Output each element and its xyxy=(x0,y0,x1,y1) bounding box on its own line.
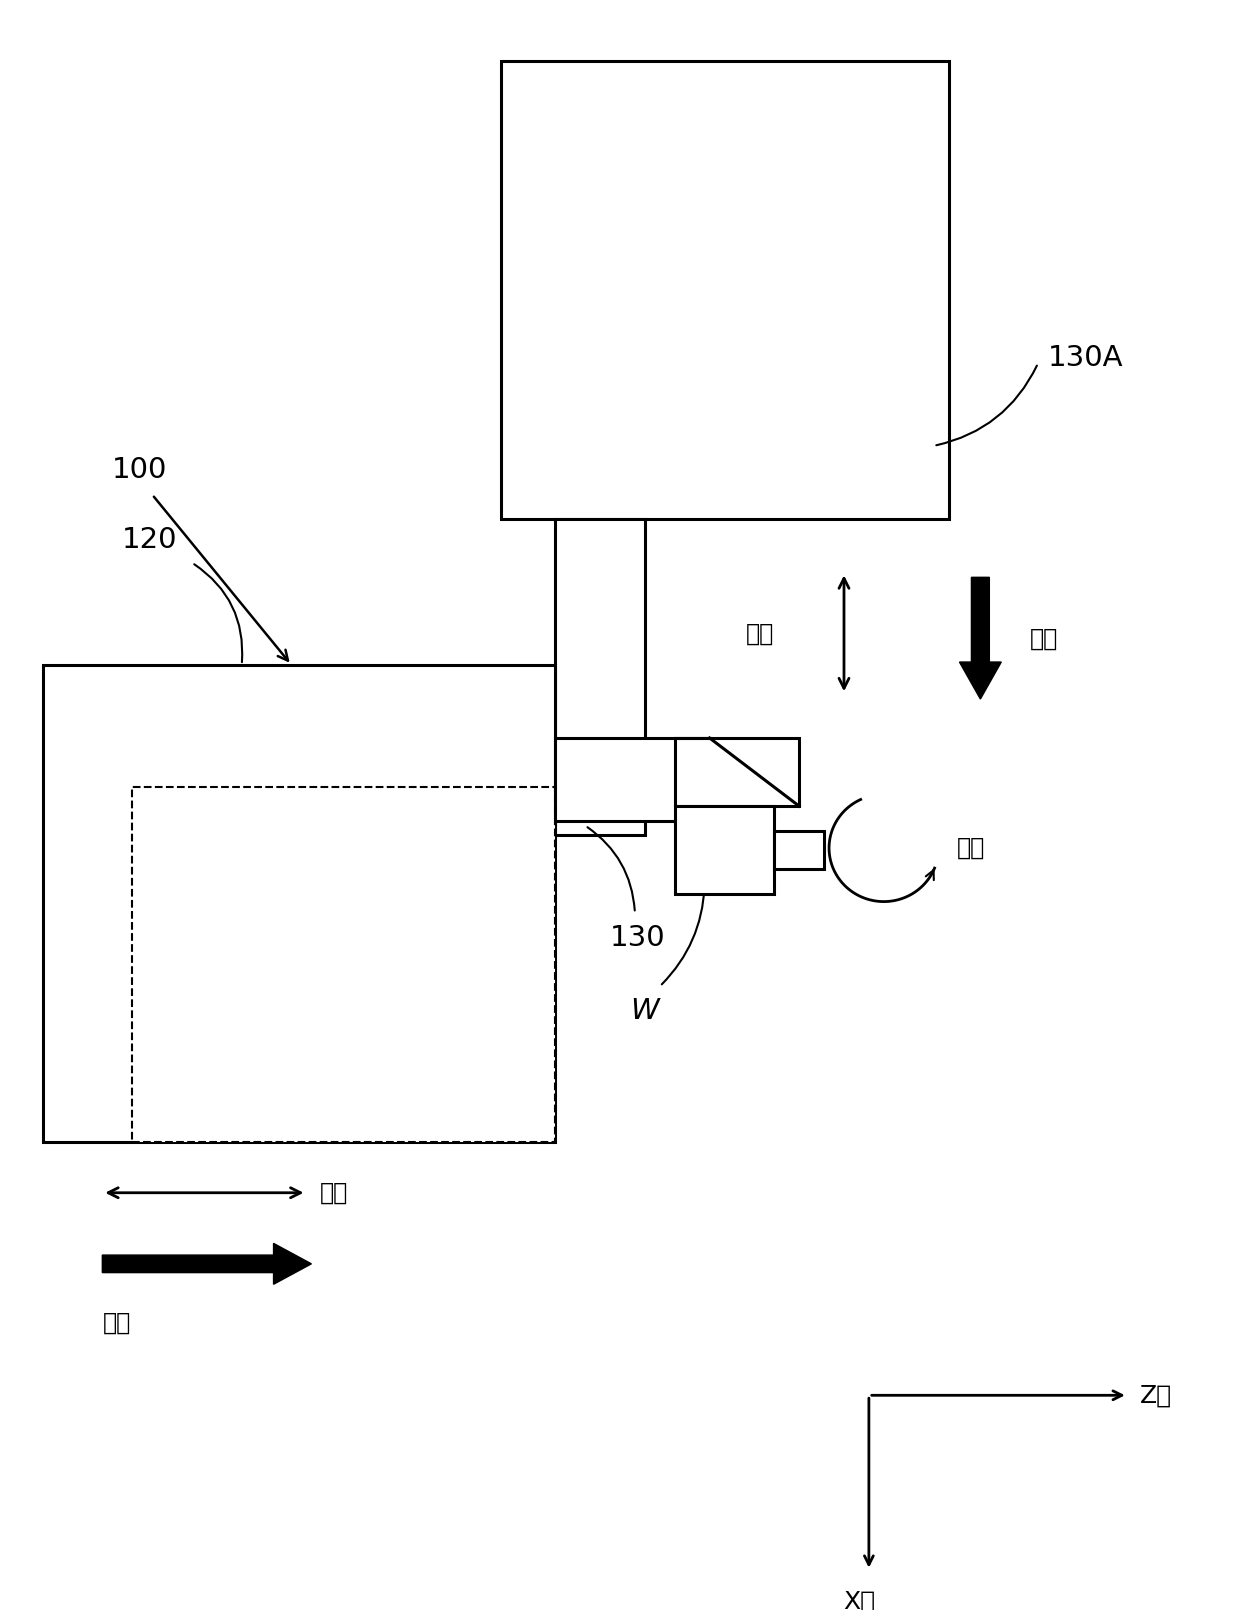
Text: 振动: 振动 xyxy=(320,1180,347,1204)
Text: X轴: X轴 xyxy=(843,1589,875,1610)
Text: Z轴: Z轴 xyxy=(1140,1383,1172,1407)
Bar xyxy=(556,737,709,821)
Text: 进给: 进给 xyxy=(103,1311,130,1335)
Bar xyxy=(556,518,645,836)
FancyArrow shape xyxy=(103,1243,311,1285)
FancyArrow shape xyxy=(960,578,1001,699)
Text: 130A: 130A xyxy=(1048,345,1123,372)
Text: 100: 100 xyxy=(113,456,167,485)
Text: 旋转: 旋转 xyxy=(956,836,985,860)
Text: 130: 130 xyxy=(610,924,666,952)
Text: 振动: 振动 xyxy=(746,621,774,646)
Text: 进给: 进给 xyxy=(1030,626,1059,650)
Bar xyxy=(133,787,556,1141)
Text: 120: 120 xyxy=(123,526,177,554)
Bar xyxy=(675,807,774,894)
Bar xyxy=(774,831,825,869)
Text: W: W xyxy=(630,997,658,1024)
Bar xyxy=(42,665,556,1141)
Bar xyxy=(675,737,800,807)
Bar xyxy=(501,61,949,518)
